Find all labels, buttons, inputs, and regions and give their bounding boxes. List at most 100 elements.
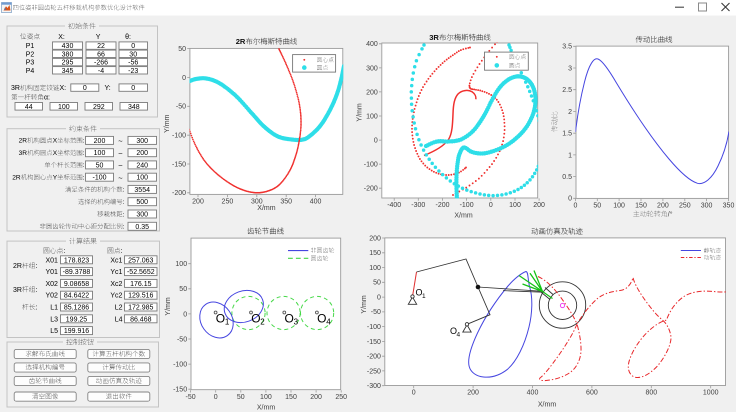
- svg-text:240: 240: [136, 162, 148, 169]
- svg-text:-200: -200: [367, 354, 381, 361]
- svg-text:1: 1: [422, 293, 426, 300]
- svg-text::: :: [121, 248, 123, 255]
- svg-text:150: 150: [285, 394, 297, 401]
- svg-text:-300: -300: [411, 202, 425, 209]
- svg-text:0: 0: [573, 202, 577, 209]
- svg-text:Y/mm: Y/mm: [164, 114, 171, 132]
- svg-text:3R: 3R: [13, 287, 22, 294]
- svg-text:50: 50: [237, 394, 245, 401]
- svg-text:-200: -200: [435, 202, 449, 209]
- svg-text:86.468: 86.468: [130, 316, 152, 323]
- svg-text:129.516: 129.516: [128, 293, 153, 300]
- svg-text:2R: 2R: [12, 175, 21, 182]
- svg-text::: :: [63, 248, 65, 255]
- svg-text:30: 30: [129, 51, 137, 58]
- svg-text:2R: 2R: [13, 263, 22, 270]
- svg-text:100: 100: [260, 394, 272, 401]
- svg-text:800: 800: [645, 390, 657, 397]
- svg-text:200: 200: [366, 89, 378, 96]
- svg-text:44: 44: [25, 104, 33, 111]
- svg-text::: :: [123, 211, 125, 218]
- svg-text:200: 200: [533, 202, 545, 209]
- svg-text:Y:: Y:: [105, 85, 111, 92]
- svg-text:-50: -50: [176, 104, 186, 111]
- svg-text:Y/mm: Y/mm: [165, 297, 172, 315]
- svg-text:-150: -150: [367, 339, 381, 346]
- svg-text:~: ~: [118, 137, 123, 146]
- svg-text:200: 200: [94, 138, 106, 145]
- svg-text:50: 50: [96, 162, 104, 169]
- svg-text::: :: [83, 150, 85, 157]
- svg-text:0: 0: [131, 85, 135, 92]
- svg-text:L1: L1: [50, 305, 58, 312]
- svg-text::: :: [83, 162, 85, 169]
- svg-text:250: 250: [335, 394, 347, 401]
- svg-text:P4: P4: [26, 68, 35, 75]
- svg-text::: :: [36, 287, 38, 294]
- svg-text:0: 0: [412, 390, 416, 397]
- svg-text:3R: 3R: [429, 33, 439, 42]
- svg-text:1000: 1000: [703, 390, 719, 397]
- svg-text:430: 430: [62, 43, 74, 50]
- svg-text:200: 200: [310, 394, 322, 401]
- svg-text:350: 350: [280, 198, 292, 205]
- svg-text::: :: [123, 187, 125, 194]
- svg-text:~: ~: [118, 149, 123, 158]
- svg-text:L4: L4: [115, 316, 123, 323]
- svg-text:350: 350: [723, 202, 735, 209]
- svg-text::: :: [36, 304, 38, 311]
- svg-text:2R: 2R: [236, 37, 246, 46]
- svg-text:500: 500: [136, 199, 148, 206]
- svg-text:Y: Y: [53, 175, 58, 182]
- svg-text:200: 200: [369, 235, 381, 242]
- svg-text:Y/mm: Y/mm: [357, 103, 364, 121]
- svg-text:X02: X02: [46, 281, 59, 288]
- svg-text:300: 300: [136, 138, 148, 145]
- svg-text:/°: /°: [668, 210, 673, 218]
- svg-text:400: 400: [527, 390, 539, 397]
- svg-text:-300: -300: [367, 383, 381, 390]
- svg-text:Y: Y: [96, 34, 101, 41]
- svg-text:3.5: 3.5: [562, 44, 572, 51]
- svg-text:0: 0: [183, 311, 187, 318]
- svg-text:400: 400: [366, 41, 378, 48]
- svg-text:-50: -50: [177, 336, 187, 343]
- svg-text:199.25: 199.25: [66, 316, 88, 323]
- svg-text:4: 4: [457, 331, 461, 338]
- svg-text:-150: -150: [173, 387, 187, 394]
- svg-text:345: 345: [62, 68, 74, 75]
- svg-text:L2: L2: [115, 305, 123, 312]
- svg-text:-200: -200: [364, 186, 378, 193]
- svg-text:0.5: 0.5: [562, 174, 572, 181]
- svg-text::: :: [83, 138, 85, 145]
- svg-text:100: 100: [175, 261, 187, 268]
- svg-text:9.08658: 9.08658: [64, 281, 89, 288]
- svg-text:P1: P1: [26, 43, 35, 50]
- svg-text:α:: α:: [44, 95, 50, 102]
- svg-text:Xc1: Xc1: [110, 257, 122, 264]
- svg-text:150: 150: [635, 202, 647, 209]
- svg-text:X: X: [53, 150, 58, 157]
- svg-text:-250: -250: [367, 368, 381, 375]
- svg-text:X/mm: X/mm: [257, 205, 275, 212]
- svg-text:50: 50: [178, 46, 186, 53]
- svg-text:Yc2: Yc2: [110, 293, 122, 300]
- svg-text::: :: [36, 263, 38, 270]
- svg-text:250: 250: [222, 198, 234, 205]
- svg-text:50: 50: [593, 202, 601, 209]
- svg-text:200: 200: [467, 390, 479, 397]
- svg-text:1: 1: [568, 152, 572, 159]
- svg-text:0: 0: [374, 138, 378, 145]
- svg-text:X/mm: X/mm: [454, 212, 472, 219]
- svg-text:0: 0: [214, 394, 218, 401]
- svg-text:250: 250: [679, 202, 691, 209]
- svg-text:300: 300: [366, 65, 378, 72]
- svg-text::: :: [83, 175, 85, 182]
- svg-text:2.5: 2.5: [562, 87, 572, 94]
- svg-text:400: 400: [310, 198, 322, 205]
- svg-text:Y02: Y02: [46, 293, 59, 300]
- svg-text:200: 200: [136, 150, 148, 157]
- svg-text:348: 348: [128, 104, 140, 111]
- svg-text:100: 100: [509, 202, 521, 209]
- svg-text:Y01: Y01: [46, 269, 59, 276]
